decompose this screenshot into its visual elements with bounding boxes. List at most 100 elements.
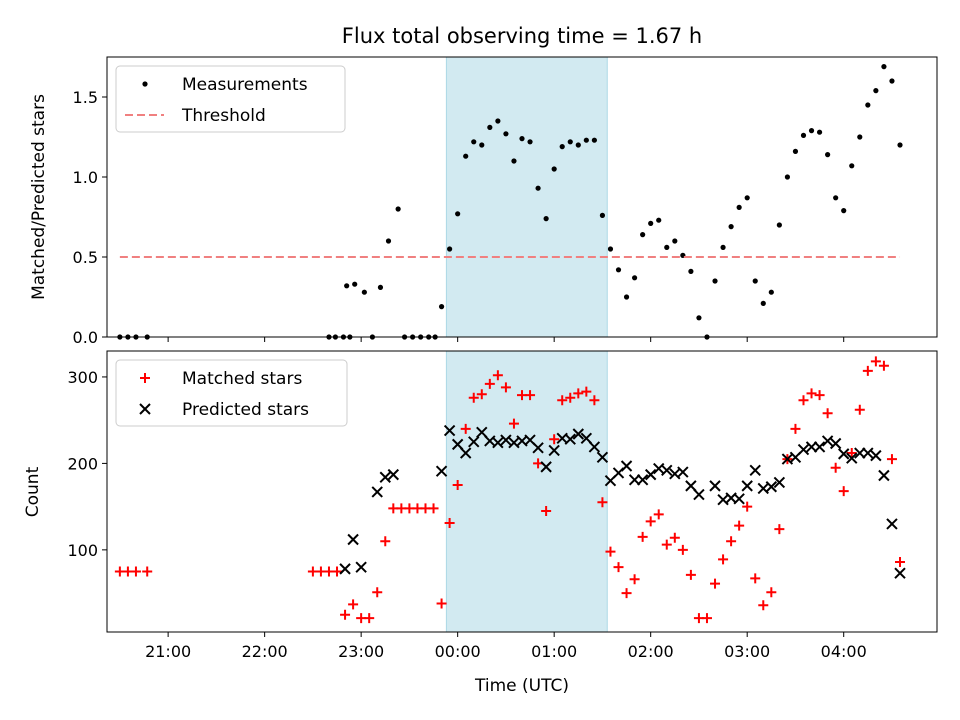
predicted-star-point [347,533,359,546]
matched-star-point [895,556,906,567]
matched-star-point [838,486,849,497]
matched-star-point [742,501,753,512]
predicted-star-point [813,441,826,453]
matched-star-point [525,390,536,401]
measurement-point [849,163,855,169]
matched-star-point [348,599,359,610]
matched-star-point [798,395,809,406]
top-observing-window-shade [445,56,608,338]
x-tick-label: 22:00 [242,642,288,661]
predicted-star-point [733,493,745,505]
measurement-point [857,134,863,140]
measurement-point [784,174,791,180]
measurement-point [688,268,694,274]
measurement-point [583,137,589,143]
measurement-point [728,224,734,230]
matched-star-point [597,497,608,508]
legend-marker-swatch [140,373,150,383]
predicted-star-point [677,466,689,478]
predicted-star-point [870,449,882,462]
bottom-x-axis: 21:00 22:00 23:00 00:00 01:00 02:00 03:00 04:00 [145,632,867,661]
bottom-legend: Matched stars Predicted stars [115,359,348,427]
bottom-data-marks [114,356,906,624]
matched-star-point [846,448,857,459]
measurement-point [889,78,895,84]
bottom-plot-frame [106,350,938,633]
matched-star-point [669,532,680,543]
top-legend: Measurements Threshold [115,65,346,133]
measurement-point [607,246,614,252]
predicted-star-point [837,448,850,460]
legend-box [115,65,346,133]
measurement-point [575,142,581,148]
measurement-point [825,152,831,158]
predicted-star-point [685,480,697,492]
measurement-point [623,294,630,300]
bottom-panel: 100 200 300 21:00 22:00 23:00 00:00 01:00 02:00… [23,350,938,696]
measurement-point [599,212,606,218]
matched-star-point [701,613,712,624]
predicted-star-point [644,468,657,481]
top-x-ticks [167,337,845,342]
matched-star-point [645,516,656,527]
measurement-point [744,195,750,201]
measurement-point [377,284,384,290]
matched-star-point [621,588,632,599]
measurement-point [551,166,557,172]
predicted-star-point [443,424,456,437]
predicted-star-point [451,438,464,451]
predicted-star-point [540,461,552,473]
predicted-star-point [548,444,560,457]
predicted-star-point [773,476,786,489]
measurement-point [352,281,358,287]
measurement-point [776,222,782,228]
measurement-point [527,139,533,145]
measurement-point [503,131,509,137]
matched-star-point [613,562,624,573]
matched-star-point [605,546,616,557]
predicted-star-point [355,561,367,573]
matched-star-point [142,566,153,577]
measurement-point [559,144,565,150]
predicted-star-point [894,567,906,579]
predicted-star-point [564,433,576,445]
predicted-star-point [468,436,480,448]
measurement-point [696,315,702,321]
x-tick-label: 00:00 [435,642,481,661]
matched-star-point [854,404,865,415]
predicted-star-point [459,447,472,459]
matched-star-point [557,395,568,406]
predicted-star-point [371,486,383,498]
matched-star-point [589,395,600,406]
measurement-point [479,142,485,148]
measurement-point [519,136,525,142]
predicted-star-point [821,435,834,447]
matched-star-point [822,408,833,419]
x-axis-label: Time (UTC) [474,676,569,696]
predicted-star-point [886,518,898,530]
measurement-point [816,129,823,135]
measurement-point [841,208,847,214]
predicted-star-point [829,437,842,450]
predicted-star-point [620,460,633,472]
matched-star-point [718,554,729,565]
predicted-star-point [387,468,400,481]
matched-star-point [541,505,552,516]
predicted-star-point [596,451,609,464]
measurement-point [455,211,461,217]
measurement-point [808,128,815,134]
legend-marker-swatch [139,403,151,415]
predicted-star-point [709,480,721,492]
x-tick-label: 02:00 [628,642,674,661]
matched-star-point [460,423,471,434]
measurement-point [385,238,392,244]
matched-star-point [637,531,648,542]
measurement-point [768,289,774,295]
measurement-point [344,283,350,289]
predicted-star-point [492,436,504,449]
measurement-point [438,304,445,310]
measurement-point [567,139,573,145]
measurement-point [463,153,469,159]
predicted-star-point [797,443,810,456]
